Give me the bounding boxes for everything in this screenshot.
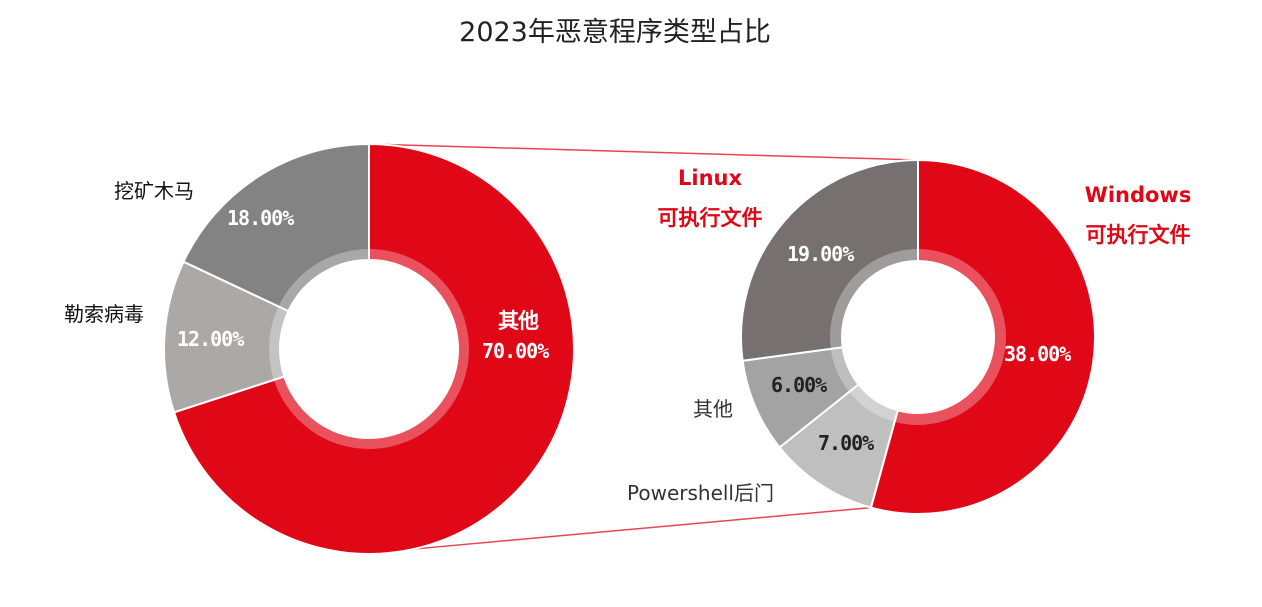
donut-inner-band-1-1 [849,384,898,422]
data-label-windows: 38.00% [1004,342,1071,366]
category-label-ransomware: 勒索病毒 [64,302,144,326]
category-label-windows: Windows 可执行文件 [1068,175,1208,255]
data-label-powershell: 7.00% [818,431,874,455]
donut-inner-band-0-2 [278,249,369,312]
data-label-right-other: 6.00% [771,373,827,397]
linux-label-line2: 可执行文件 [657,206,763,230]
chart-title: 2023年恶意程序类型占比 [459,17,771,48]
connector-line-top [368,143,919,161]
donut-slice-0-0 [172,142,575,555]
data-label-other: 70.00% [482,339,549,363]
donut-slice-0-2 [182,142,370,313]
connector-line-bottom [413,506,871,550]
windows-label-line1: Windows [1084,183,1192,207]
donut-inner-band-1-3 [830,249,918,349]
data-label-linux: 19.00% [787,242,854,266]
windows-label-line2: 可执行文件 [1085,223,1191,247]
data-label-ransomware: 12.00% [177,327,244,351]
category-label-mining: 挖矿木马 [114,179,194,203]
category-label-powershell: Powershell后门 [627,481,774,505]
category-label-other: 其他 [498,309,539,333]
category-label-right-other: 其他 [693,397,733,421]
donut-slice-1-0 [869,158,1096,515]
linux-label-line1: Linux [677,166,743,190]
donut-inner-band-1-2 [830,347,859,392]
donut-inner-band-0-1 [269,306,289,380]
category-label-linux: Linux 可执行文件 [640,158,780,238]
donut-slice-1-3 [740,158,919,362]
data-label-mining: 18.00% [227,206,294,230]
